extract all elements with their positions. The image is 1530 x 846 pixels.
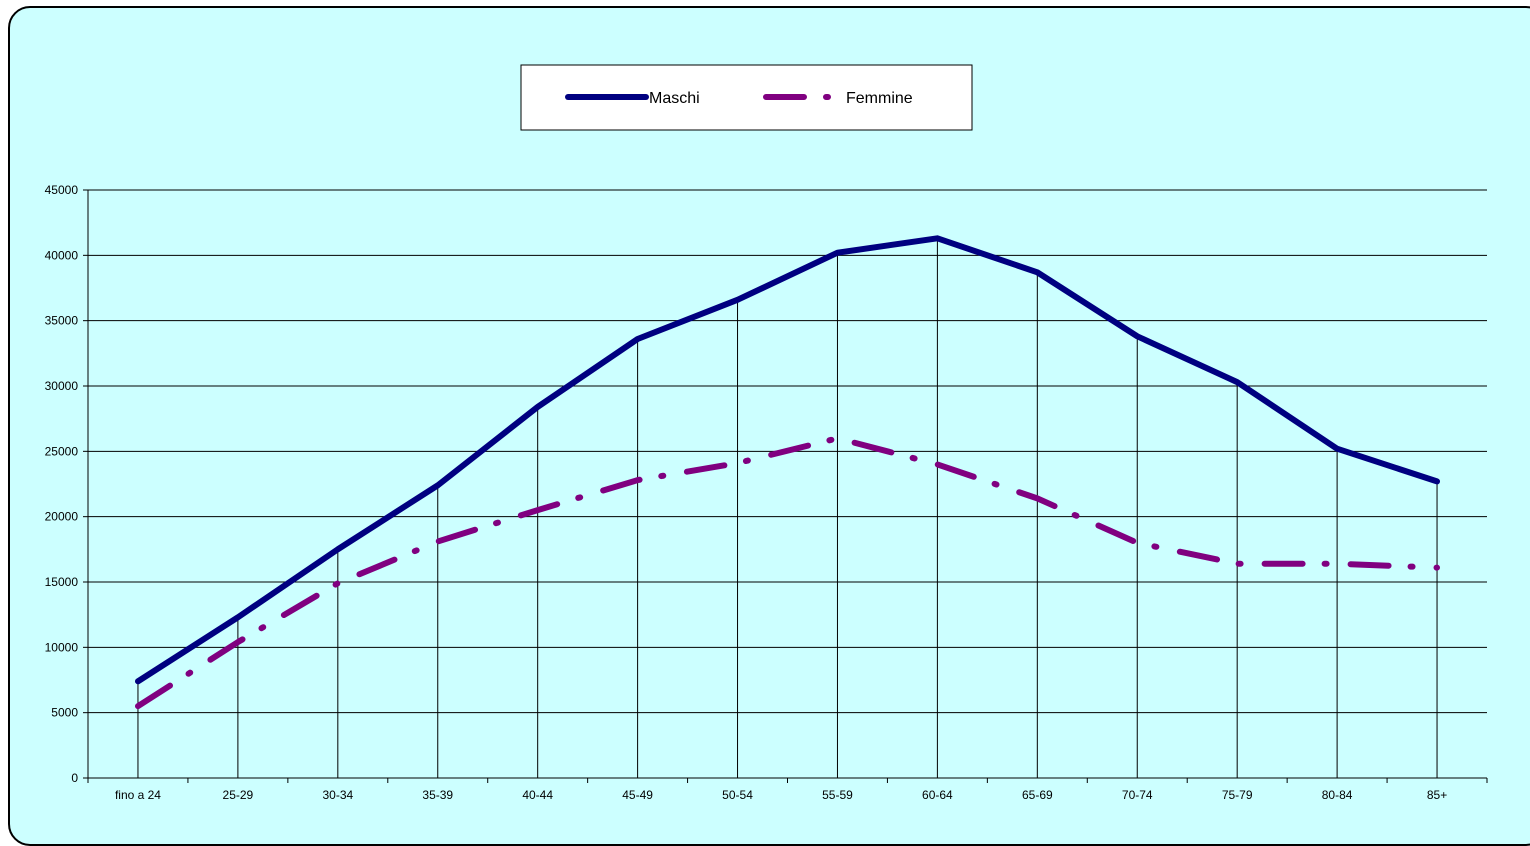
x-tick-label: 85+ [1427,788,1447,802]
x-tick-label: 65-69 [1022,788,1053,802]
y-tick-label: 25000 [45,444,79,458]
x-tick-label: 75-79 [1222,788,1253,802]
y-tick-label: 0 [71,771,78,785]
legend-label-femmine: Femmine [846,90,913,107]
y-tick-label: 35000 [45,314,79,328]
y-tick-label: 20000 [45,510,79,524]
series-lines [135,235,1440,710]
line-chart: 0 5000 10000 15000 20000 25000 30000 35000 40000… [45,64,1488,802]
x-tick-label: 45-49 [622,788,653,802]
x-tick-label: 55-59 [822,788,853,802]
gridlines [88,189,1487,778]
legend-label-maschi: Maschi [649,90,700,107]
series-line-maschi [135,235,1440,685]
x-tick-label: 40-44 [522,788,553,802]
y-tick-label: 30000 [45,379,79,393]
x-tick-label: fino a 24 [115,788,161,802]
series-line-femmine [135,435,1440,710]
y-tick-label: 5000 [51,706,78,720]
x-tick-label: 60-64 [922,788,953,802]
y-tick-label: 45000 [45,183,79,197]
x-tick-label: 80-84 [1322,788,1353,802]
x-tick-label: 70-74 [1122,788,1153,802]
x-axis-ticks: fino a 24 25-29 30-34 35-39 40-44 45-49 50-54 5… [115,788,1447,802]
y-tick-label: 40000 [45,248,79,262]
legend: Maschi Femmine [520,64,973,131]
x-tick-label: 35-39 [422,788,453,802]
x-tick-label: 30-34 [322,788,353,802]
y-axis-ticks: 0 5000 10000 15000 20000 25000 30000 35000 40000… [45,183,79,785]
y-tick-label: 15000 [45,575,79,589]
axes [83,189,1488,783]
y-tick-label: 10000 [45,640,79,654]
chart-frame [8,6,1530,846]
x-tick-label: 25-29 [223,788,254,802]
x-tick-label: 50-54 [722,788,753,802]
